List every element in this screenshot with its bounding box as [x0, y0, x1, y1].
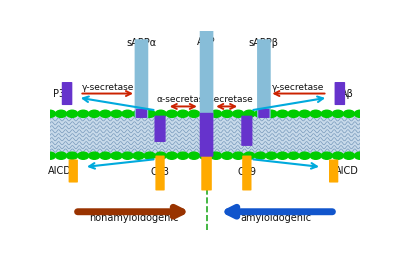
Circle shape: [210, 110, 222, 117]
Circle shape: [255, 152, 266, 159]
Text: C83: C83: [150, 167, 170, 177]
Circle shape: [122, 152, 133, 159]
FancyBboxPatch shape: [334, 82, 345, 105]
Circle shape: [66, 152, 78, 159]
Circle shape: [222, 110, 233, 117]
FancyBboxPatch shape: [242, 156, 252, 190]
Circle shape: [266, 152, 277, 159]
Text: C99: C99: [237, 167, 256, 177]
Circle shape: [122, 110, 133, 117]
FancyBboxPatch shape: [69, 159, 78, 183]
Circle shape: [100, 152, 111, 159]
Circle shape: [155, 152, 166, 159]
FancyBboxPatch shape: [62, 82, 72, 105]
Circle shape: [277, 152, 288, 159]
Text: P3: P3: [53, 88, 66, 99]
Circle shape: [66, 110, 78, 117]
Circle shape: [78, 152, 89, 159]
Circle shape: [133, 110, 144, 117]
Circle shape: [222, 152, 233, 159]
FancyBboxPatch shape: [329, 159, 338, 183]
Text: APP: APP: [197, 37, 216, 46]
Circle shape: [343, 110, 354, 117]
FancyBboxPatch shape: [135, 39, 148, 118]
Circle shape: [56, 152, 67, 159]
Circle shape: [210, 152, 222, 159]
FancyBboxPatch shape: [241, 116, 252, 146]
Circle shape: [266, 110, 277, 117]
Circle shape: [144, 152, 155, 159]
Circle shape: [200, 152, 210, 159]
Circle shape: [288, 152, 299, 159]
FancyBboxPatch shape: [258, 109, 270, 118]
Circle shape: [332, 110, 344, 117]
FancyBboxPatch shape: [257, 39, 271, 118]
Circle shape: [177, 152, 188, 159]
Circle shape: [78, 110, 89, 117]
Text: AICD: AICD: [335, 166, 359, 176]
Text: γ-secretase: γ-secretase: [82, 83, 134, 92]
Circle shape: [332, 152, 344, 159]
Text: β-secretase: β-secretase: [200, 95, 253, 104]
Text: nonamyloidogenic: nonamyloidogenic: [89, 213, 178, 223]
FancyBboxPatch shape: [154, 116, 166, 142]
FancyBboxPatch shape: [136, 109, 147, 118]
Circle shape: [288, 110, 299, 117]
FancyBboxPatch shape: [201, 156, 212, 190]
Circle shape: [310, 152, 321, 159]
Text: γ-secretase: γ-secretase: [272, 83, 325, 92]
Circle shape: [354, 110, 366, 117]
Circle shape: [155, 110, 166, 117]
FancyBboxPatch shape: [200, 29, 213, 118]
Circle shape: [321, 110, 332, 117]
Circle shape: [111, 110, 122, 117]
Bar: [50, 115, 360, 154]
Circle shape: [100, 110, 111, 117]
Text: sAPPα: sAPPα: [126, 38, 156, 48]
Circle shape: [255, 110, 266, 117]
Text: amyloidogenic: amyloidogenic: [241, 213, 312, 223]
Circle shape: [321, 152, 332, 159]
Circle shape: [200, 110, 210, 117]
Circle shape: [166, 152, 177, 159]
Circle shape: [233, 152, 244, 159]
Circle shape: [233, 110, 244, 117]
Text: Aβ: Aβ: [342, 88, 354, 99]
Circle shape: [166, 110, 177, 117]
Circle shape: [354, 152, 366, 159]
Circle shape: [111, 152, 122, 159]
Circle shape: [89, 110, 100, 117]
Circle shape: [299, 110, 310, 117]
Circle shape: [277, 110, 288, 117]
Circle shape: [144, 110, 155, 117]
Text: α-secretase: α-secretase: [157, 95, 210, 104]
Circle shape: [188, 152, 200, 159]
Circle shape: [343, 152, 354, 159]
Circle shape: [56, 110, 67, 117]
Circle shape: [244, 152, 255, 159]
Text: sAPPβ: sAPPβ: [249, 38, 279, 48]
Circle shape: [89, 152, 100, 159]
Circle shape: [133, 152, 144, 159]
Circle shape: [299, 152, 310, 159]
Circle shape: [44, 152, 56, 159]
Circle shape: [177, 110, 188, 117]
Text: AICD: AICD: [48, 166, 72, 176]
FancyBboxPatch shape: [200, 113, 213, 157]
Circle shape: [188, 110, 200, 117]
Circle shape: [44, 110, 56, 117]
Circle shape: [310, 110, 321, 117]
Circle shape: [244, 110, 255, 117]
FancyBboxPatch shape: [155, 156, 165, 190]
